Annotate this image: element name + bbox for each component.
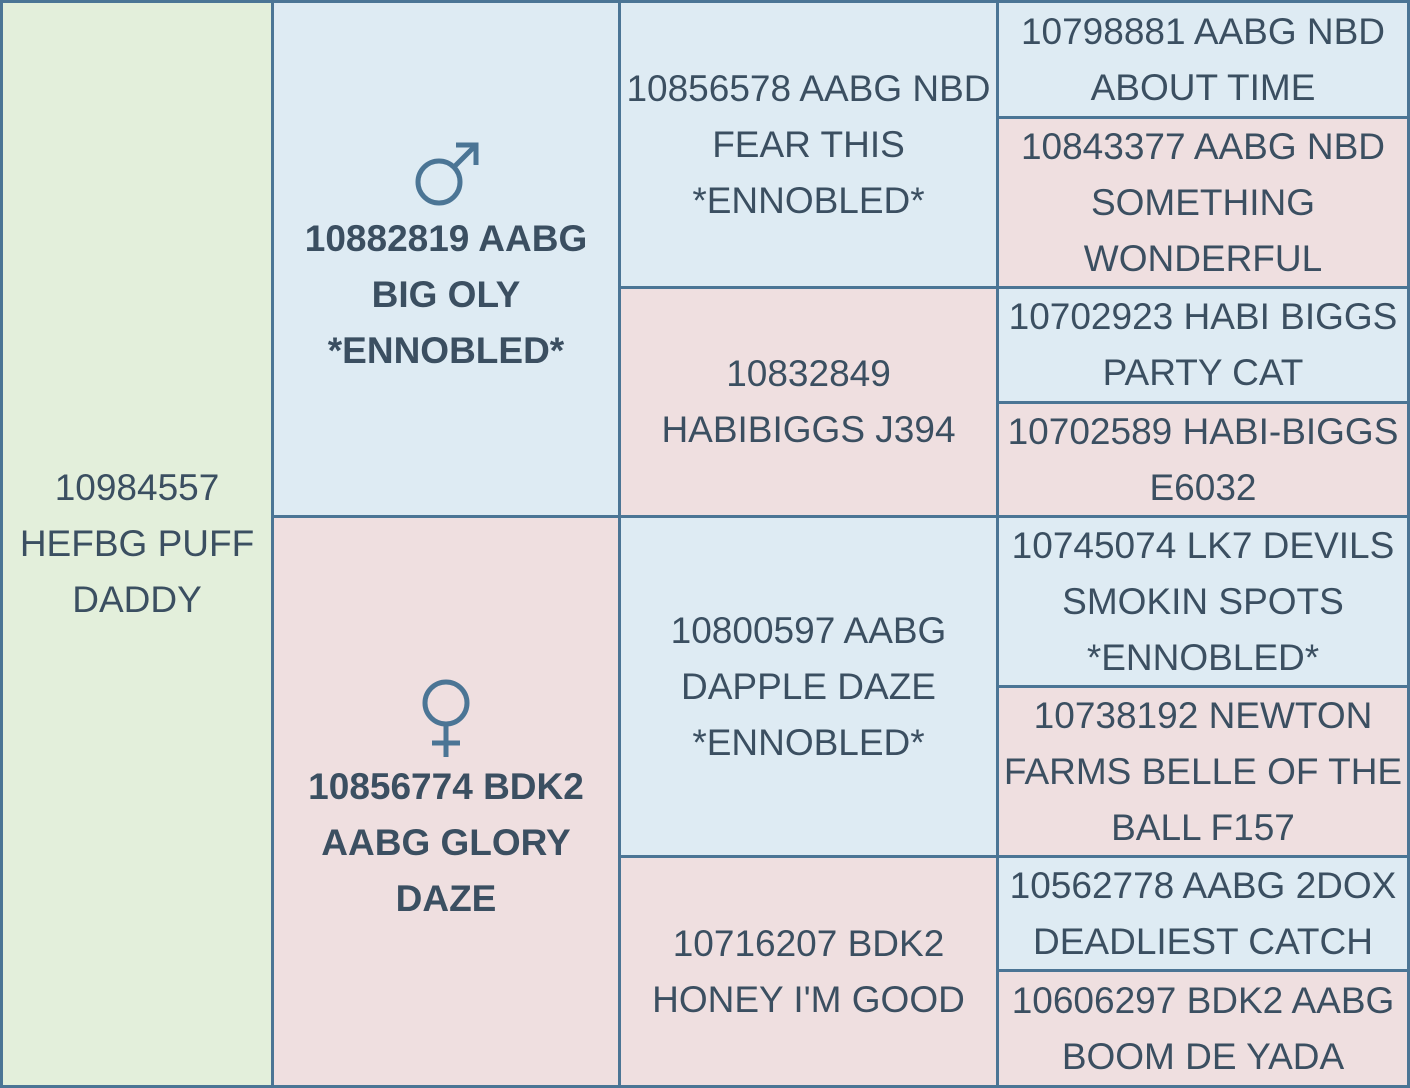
sire-dam-name: 10832849 HABIBIGGS J394 [661, 353, 956, 450]
sire-sire-name: 10856578 AABG NBD FEAR THIS *ENNOBLED* [626, 67, 991, 221]
dam-sire-dam-cell: 10738192 NEWTON FARMS BELLE OF THE BALL … [996, 685, 1410, 858]
sire-sire-dam-name: 10843377 AABG NBD SOMETHING WONDERFUL [1020, 125, 1386, 279]
dam-dam-cell: 10716207 BDK2 HONEY I'M GOOD [618, 855, 999, 1088]
subject-name: 10984557 HEFBG PUFF DADDY [19, 467, 255, 620]
dam-dam-name: 10716207 BDK2 HONEY I'M GOOD [652, 922, 965, 1020]
dam-sire-dam-name: 10738192 NEWTON FARMS BELLE OF THE BALL … [1003, 694, 1403, 848]
sire-sire-sire-name: 10798881 AABG NBD ABOUT TIME [1020, 10, 1386, 108]
dam-sire-name: 10800597 AABG DAPPLE DAZE *ENNOBLED* [670, 609, 947, 763]
sire-dam-dam-cell: 10702589 HABI-BIGGS E6032 [996, 401, 1410, 518]
dam-sire-sire-cell: 10745074 LK7 DEVILS SMOKIN SPOTS *ENNOBL… [996, 515, 1410, 688]
male-symbol-icon [410, 139, 482, 211]
female-symbol-icon [416, 677, 476, 759]
sire-sire-dam-cell: 10843377 AABG NBD SOMETHING WONDERFUL [996, 116, 1410, 289]
dam-dam-sire-name: 10562778 AABG 2DOX DEADLIEST CATCH [1009, 864, 1397, 962]
dam-dam-dam-name: 10606297 BDK2 AABG BOOM DE YADA [1011, 979, 1395, 1077]
dam-cell: 10856774 BDK2 AABG GLORY DAZE [271, 515, 621, 1088]
sire-dam-sire-name: 10702923 HABI BIGGS PARTY CAT [1008, 296, 1398, 393]
sire-dam-dam-name: 10702589 HABI-BIGGS E6032 [1007, 410, 1399, 508]
sire-name: 10882819 AABG BIG OLY *ENNOBLED* [304, 218, 588, 371]
sire-sire-sire-cell: 10798881 AABG NBD ABOUT TIME [996, 0, 1410, 119]
dam-sire-cell: 10800597 AABG DAPPLE DAZE *ENNOBLED* [618, 515, 999, 858]
dam-dam-sire-cell: 10562778 AABG 2DOX DEADLIEST CATCH [996, 855, 1410, 972]
dam-sire-sire-name: 10745074 LK7 DEVILS SMOKIN SPOTS *ENNOBL… [1011, 524, 1395, 678]
dam-name: 10856774 BDK2 AABG GLORY DAZE [308, 765, 584, 919]
dam-dam-dam-cell: 10606297 BDK2 AABG BOOM DE YADA [996, 969, 1410, 1088]
sire-dam-cell: 10832849 HABIBIGGS J394 [618, 286, 999, 518]
sire-dam-sire-cell: 10702923 HABI BIGGS PARTY CAT [996, 286, 1410, 404]
sire-cell: 10882819 AABG BIG OLY *ENNOBLED* [271, 0, 621, 518]
sire-sire-cell: 10856578 AABG NBD FEAR THIS *ENNOBLED* [618, 0, 999, 289]
subject-cell: 10984557 HEFBG PUFF DADDY [0, 0, 274, 1088]
